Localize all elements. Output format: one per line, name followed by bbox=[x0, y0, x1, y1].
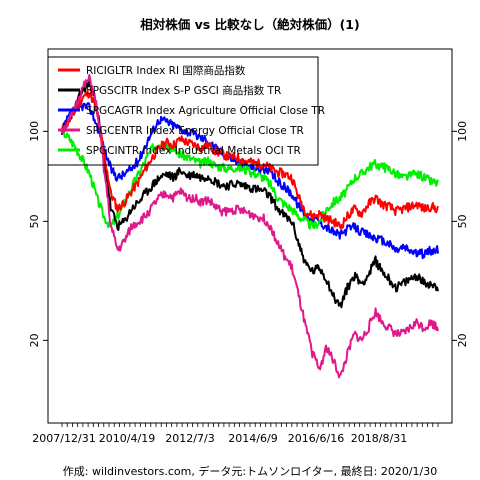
legend-label: SPGCENTR Index Energy Official Close TR bbox=[86, 125, 304, 137]
x-tick-label: 2018/8/31 bbox=[351, 432, 407, 445]
series-lines bbox=[61, 74, 439, 379]
series-line bbox=[61, 89, 439, 230]
x-tick-label: 2012/7/3 bbox=[165, 432, 214, 445]
y-axis-right: 20 50 100 bbox=[452, 121, 469, 347]
series-line bbox=[61, 102, 439, 260]
y-axis-left: 20 50 100 bbox=[28, 121, 48, 347]
x-axis: 2007/12/31 2010/4/19 2012/7/3 2014/6/9 2016/… bbox=[32, 423, 439, 445]
legend-label: RICIGLTR Index RI 国際商品指数 bbox=[86, 64, 246, 77]
y-tick-label-left: 50 bbox=[28, 214, 41, 228]
y-tick-label-right: 20 bbox=[456, 333, 469, 347]
y-tick-label-right: 100 bbox=[456, 121, 469, 142]
x-tick-label: 2016/6/16 bbox=[288, 432, 344, 445]
legend-label: SPGSCITR Index S-P GSCI 商品指数 TR bbox=[86, 84, 281, 97]
series-line bbox=[61, 80, 439, 309]
chart-title: 相対株価 vs 比較なし（絶対株価）(1) bbox=[140, 17, 359, 32]
chart-footer: 作成: wildinvestors.com, データ元:トムソンロイター, 最終… bbox=[63, 464, 437, 478]
x-tick-label: 2014/6/9 bbox=[228, 432, 277, 445]
y-tick-label-right: 50 bbox=[456, 214, 469, 228]
legend-label: SPGCINTR Index Industrial Metals OCI TR bbox=[86, 145, 301, 157]
series-line bbox=[61, 74, 439, 379]
y-tick-label-left: 100 bbox=[28, 121, 41, 142]
legend-label: SPGCAGTR Index Agriculture Official Clos… bbox=[86, 105, 325, 117]
legend-box bbox=[47, 56, 319, 166]
x-tick-label: 2007/12/31 bbox=[32, 432, 95, 445]
y-tick-label-left: 20 bbox=[28, 333, 41, 347]
legend: RICIGLTR Index RI 国際商品指数 SPGSCITR Index S… bbox=[47, 56, 325, 166]
x-tick-label: 2010/4/19 bbox=[99, 432, 155, 445]
series-line bbox=[61, 127, 439, 230]
